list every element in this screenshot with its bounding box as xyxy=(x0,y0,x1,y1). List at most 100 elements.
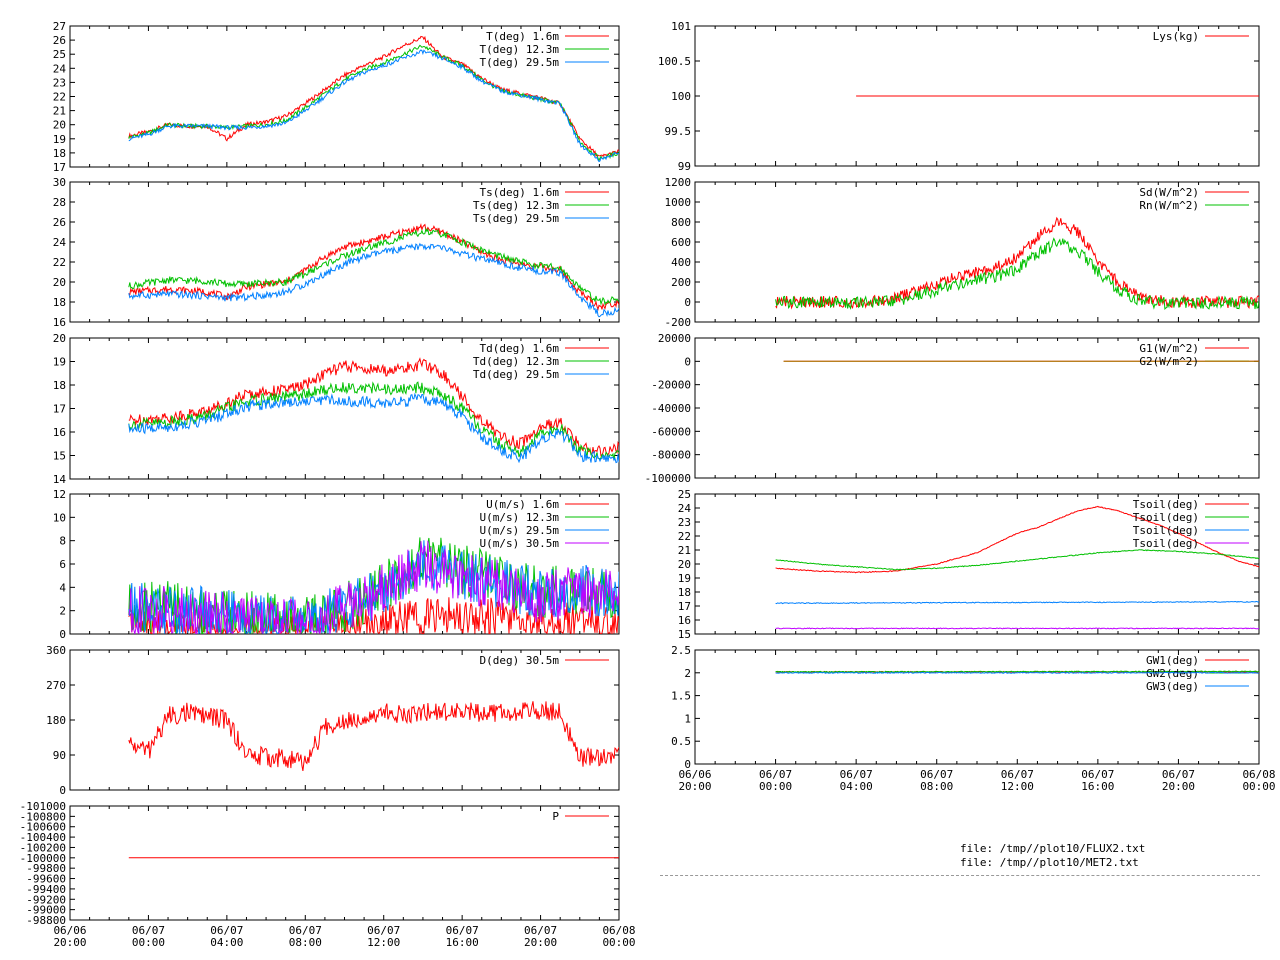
y-tick-label: -100400 xyxy=(20,831,66,844)
y-tick-label: 24 xyxy=(678,502,692,515)
y-tick-label: 1000 xyxy=(665,196,692,209)
legend-label: Tsoil(deg) xyxy=(1133,537,1199,550)
y-tick-label: 28 xyxy=(53,196,66,209)
legend-label: Ts(deg) 12.3m xyxy=(473,199,559,212)
y-tick-label: 15 xyxy=(53,450,66,463)
legend-label: T(deg) 1.6m xyxy=(486,30,559,43)
legend-label: Sd(W/m^2) xyxy=(1139,186,1199,199)
y-tick-label: 22 xyxy=(678,530,691,543)
y-tick-label: 18 xyxy=(53,296,66,309)
series-line xyxy=(775,505,1259,574)
x-tick-label-time: 08:00 xyxy=(289,936,322,949)
x-tick-label-time: 12:00 xyxy=(1001,780,1034,793)
y-tick-label: 20000 xyxy=(658,332,691,345)
y-tick-label: 18 xyxy=(53,147,66,160)
y-tick-label: 20 xyxy=(53,276,66,289)
y-tick-label: -20000 xyxy=(651,379,691,392)
y-tick-label: 16 xyxy=(53,316,66,329)
x-tick-label-date: 06/07 xyxy=(210,924,243,937)
y-tick-label: 90 xyxy=(53,749,66,762)
legend-label: Rn(W/m^2) xyxy=(1139,199,1199,212)
chart-panel-10: 1516171819202122232425Tsoil(deg)Tsoil(de… xyxy=(678,488,1260,641)
y-tick-label: -99800 xyxy=(26,862,66,875)
x-tick-label-time: 04:00 xyxy=(210,936,243,949)
y-tick-label: 360 xyxy=(46,644,66,657)
y-tick-label: 20 xyxy=(53,119,66,132)
y-tick-label: 99 xyxy=(678,160,691,173)
x-tick-label-time: 08:00 xyxy=(920,780,953,793)
x-tick-label-date: 06/07 xyxy=(840,768,873,781)
y-tick-label: 2 xyxy=(59,605,66,618)
y-tick-label: -100800 xyxy=(20,810,66,823)
y-tick-label: -100000 xyxy=(645,472,691,485)
y-tick-label: 0 xyxy=(59,628,66,641)
separator-dashed-line xyxy=(660,875,1260,876)
series-line xyxy=(128,227,619,306)
y-tick-label: 400 xyxy=(671,256,691,269)
legend-label: T(deg) 29.5m xyxy=(480,56,560,69)
x-tick-label-date: 06/07 xyxy=(289,924,322,937)
chart-panel-7: 99 99.5 100 100.5 101 Lys(kg) xyxy=(658,20,1260,173)
y-tick-label: 20 xyxy=(53,332,66,345)
y-tick-label: 21 xyxy=(53,105,66,118)
legend-label: G2(W/m^2) xyxy=(1139,355,1199,368)
x-tick-label-date: 06/07 xyxy=(1081,768,1114,781)
y-tick-label: 100 xyxy=(671,90,691,103)
x-tick-label-date: 06/08 xyxy=(1242,768,1275,781)
x-tick-label-time: 12:00 xyxy=(367,936,400,949)
y-tick-label: 24 xyxy=(53,236,67,249)
y-tick-label: 6 xyxy=(59,558,66,571)
x-tick-label-time: 00:00 xyxy=(759,780,792,793)
y-tick-label: -60000 xyxy=(651,425,691,438)
legend-label: GW2(deg) xyxy=(1146,667,1199,680)
chart-panel-11: 00.511.522.506/0620:0006/0700:0006/0704:… xyxy=(671,644,1275,793)
y-tick-label: 12 xyxy=(53,488,66,501)
legend-label: GW3(deg) xyxy=(1146,680,1199,693)
x-tick-label-date: 06/07 xyxy=(132,924,165,937)
y-tick-label: 23 xyxy=(678,516,691,529)
y-tick-label: 18 xyxy=(53,379,66,392)
y-tick-label: -100000 xyxy=(20,852,66,865)
chart-panel-9: -100000 -80000 -60000 -40000 -20000 0 20000 G1(… xyxy=(645,332,1260,485)
y-tick-label: -100600 xyxy=(20,821,66,834)
legend-label: U(m/s) 30.5m xyxy=(480,537,560,550)
y-tick-label: 21 xyxy=(678,544,691,557)
x-tick-label-time: 00:00 xyxy=(602,936,635,949)
y-tick-label: 14 xyxy=(53,473,67,486)
series-line xyxy=(128,540,619,634)
legend-label: Td(deg) 12.3m xyxy=(473,355,559,368)
y-tick-label: 1.5 xyxy=(671,690,691,703)
y-tick-label: 30 xyxy=(53,176,66,189)
chart-panel-8: -200 0 200 400 600 800 1000 1200 Sd(W/m^2)Rn(W/m… xyxy=(665,176,1260,329)
series-line xyxy=(128,701,619,771)
chart-panel-4: 0 2 4 6 8 10 12 U(m/s) 1.6mU(m/s) 12.3mU(m/s) 2… xyxy=(53,488,620,641)
y-tick-label: -99600 xyxy=(26,873,66,886)
y-tick-label: 4 xyxy=(59,581,66,594)
legend-label: Lys(kg) xyxy=(1153,30,1199,43)
legend-label: GW1(deg) xyxy=(1146,654,1199,667)
x-tick-label-date: 06/07 xyxy=(367,924,400,937)
x-tick-label-date: 06/06 xyxy=(678,768,711,781)
y-tick-label: 19 xyxy=(53,133,66,146)
legend-label: U(m/s) 1.6m xyxy=(486,498,559,511)
series-line xyxy=(128,392,619,464)
y-tick-label: 2 xyxy=(684,667,691,680)
series-line xyxy=(128,381,619,461)
legend-label: Tsoil(deg) xyxy=(1133,511,1199,524)
x-tick-label-time: 00:00 xyxy=(132,936,165,949)
y-tick-label: 2.5 xyxy=(671,644,691,657)
y-tick-label: -98800 xyxy=(26,914,66,927)
x-tick-label-date: 06/07 xyxy=(524,924,557,937)
legend-label: Ts(deg) 29.5m xyxy=(473,212,559,225)
y-tick-label: 23 xyxy=(53,76,66,89)
file-label-met: file: /tmp//plot10/MET2.txt xyxy=(960,856,1139,869)
y-tick-label: 15 xyxy=(678,628,691,641)
x-tick-label-date: 06/07 xyxy=(446,924,479,937)
y-tick-label: 101 xyxy=(671,20,691,33)
chart-panel-5: 0 90 180 270 360 D(deg) 30.5m xyxy=(46,644,620,797)
legend-label: U(m/s) 12.3m xyxy=(480,511,560,524)
